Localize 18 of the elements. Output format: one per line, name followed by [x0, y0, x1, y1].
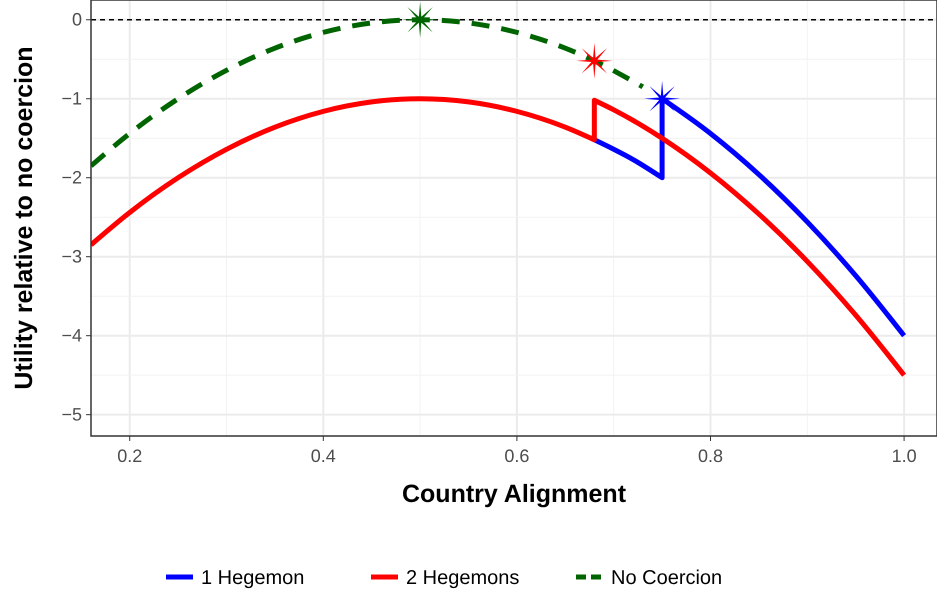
y-tick-label: −4 — [61, 326, 82, 346]
point — [576, 42, 612, 79]
y-tick-label: −1 — [61, 88, 82, 109]
point — [402, 2, 438, 38]
x-tick-label: 0.6 — [504, 446, 530, 466]
x-axis-title: Country Alignment — [402, 480, 627, 508]
x-tick-label: 1.0 — [892, 446, 917, 466]
y-tick-label: −5 — [61, 404, 82, 425]
x-tick-label: 0.2 — [117, 446, 142, 466]
legend-label: 1 Hegemon — [201, 567, 304, 589]
x-tick-label: 0.8 — [698, 446, 724, 466]
legend-label: 2 Hegemons — [406, 567, 520, 589]
y-tick-label: −3 — [61, 246, 82, 267]
y-tick-label: −2 — [61, 168, 82, 188]
x-tick-label: 0.4 — [310, 446, 336, 466]
y-tick-label: 0 — [72, 10, 82, 30]
legend-label: No Coercion — [611, 567, 722, 589]
y-axis-title: Utility relative to no coercion — [10, 46, 38, 390]
